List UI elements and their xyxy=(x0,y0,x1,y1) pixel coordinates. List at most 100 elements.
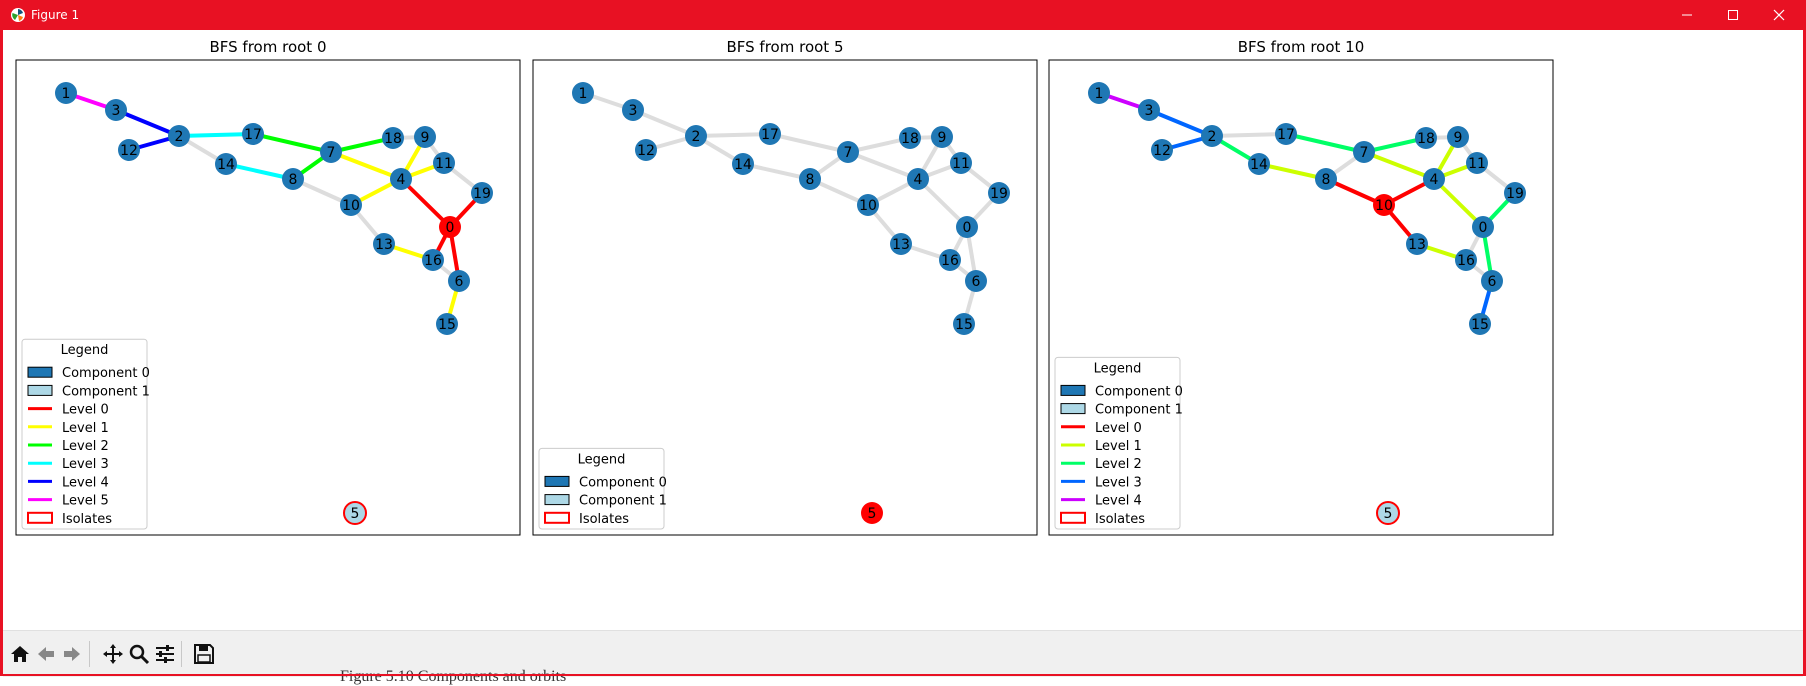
edge-14-8 xyxy=(1257,162,1328,181)
node-circle xyxy=(799,168,821,190)
edge-2-17 xyxy=(1210,132,1288,138)
node-17[interactable]: 17 xyxy=(759,123,781,145)
node-circle xyxy=(1248,153,1270,175)
close-button[interactable] xyxy=(1756,0,1802,30)
node-1[interactable]: 1 xyxy=(572,82,594,104)
node-9[interactable]: 9 xyxy=(414,126,436,148)
node-7[interactable]: 7 xyxy=(837,141,859,163)
window-title: Figure 1 xyxy=(31,8,80,22)
node-16[interactable]: 16 xyxy=(1455,249,1477,271)
panel-title: BFS from root 5 xyxy=(726,38,843,56)
node-label: 19 xyxy=(473,186,491,202)
node-1[interactable]: 1 xyxy=(55,82,77,104)
node-label: 1 xyxy=(62,86,71,102)
node-16[interactable]: 16 xyxy=(939,249,961,271)
node-15[interactable]: 15 xyxy=(1469,313,1491,335)
node-3[interactable]: 3 xyxy=(622,99,644,121)
node-6[interactable]: 6 xyxy=(448,270,470,292)
node-17[interactable]: 17 xyxy=(1275,123,1297,145)
zoom-button[interactable] xyxy=(126,641,152,667)
node-9[interactable]: 9 xyxy=(931,126,953,148)
pan-button[interactable] xyxy=(100,641,126,667)
node-circle xyxy=(382,127,404,149)
node-4[interactable]: 4 xyxy=(907,168,929,190)
node-8[interactable]: 8 xyxy=(799,168,821,190)
edge-4-0 xyxy=(916,177,969,229)
node-15[interactable]: 15 xyxy=(953,313,975,335)
node-0[interactable]: 0 xyxy=(439,216,461,238)
isolate-node-5[interactable]: 5 xyxy=(1376,501,1400,525)
isolate-node-5[interactable]: 5 xyxy=(343,501,367,525)
node-12[interactable]: 12 xyxy=(635,139,657,161)
isolate-node-5[interactable]: 5 xyxy=(861,502,883,524)
node-16[interactable]: 16 xyxy=(422,249,444,271)
node-12[interactable]: 12 xyxy=(1151,139,1173,161)
toolbar-separator xyxy=(181,641,182,667)
node-2[interactable]: 2 xyxy=(1201,125,1223,147)
node-11[interactable]: 11 xyxy=(950,152,972,174)
node-19[interactable]: 19 xyxy=(1504,182,1526,204)
edge-14-8 xyxy=(224,162,295,181)
node-14[interactable]: 14 xyxy=(215,153,237,175)
node-11[interactable]: 11 xyxy=(433,152,455,174)
node-label: 18 xyxy=(1417,131,1435,147)
node-circle xyxy=(965,270,987,292)
node-7[interactable]: 7 xyxy=(1353,141,1375,163)
forward-button[interactable] xyxy=(59,641,85,667)
maximize-button[interactable] xyxy=(1710,0,1756,30)
node-13[interactable]: 13 xyxy=(373,233,395,255)
node-label: 9 xyxy=(938,130,947,146)
node-label: 11 xyxy=(1468,156,1486,172)
node-3[interactable]: 3 xyxy=(1138,99,1160,121)
node-8[interactable]: 8 xyxy=(1315,168,1337,190)
node-4[interactable]: 4 xyxy=(1423,168,1445,190)
node-label: 11 xyxy=(952,156,970,172)
legend: Legend Component 0 Component 1 Level 0 Level… xyxy=(21,338,150,530)
minimize-button[interactable] xyxy=(1664,0,1710,30)
home-button[interactable] xyxy=(7,641,33,667)
node-19[interactable]: 19 xyxy=(988,182,1010,204)
node-14[interactable]: 14 xyxy=(732,153,754,175)
node-label: 2 xyxy=(1208,129,1217,145)
node-circle xyxy=(988,182,1010,204)
node-2[interactable]: 2 xyxy=(685,125,707,147)
node-19[interactable]: 19 xyxy=(471,182,493,204)
node-15[interactable]: 15 xyxy=(436,313,458,335)
node-label: 4 xyxy=(914,172,923,188)
node-6[interactable]: 6 xyxy=(1481,270,1503,292)
save-button[interactable] xyxy=(191,641,217,667)
node-7[interactable]: 7 xyxy=(320,141,342,163)
back-button[interactable] xyxy=(33,641,59,667)
legend-label: Component 0 xyxy=(1095,384,1183,399)
node-4[interactable]: 4 xyxy=(390,168,412,190)
node-1[interactable]: 1 xyxy=(1088,82,1110,104)
node-circle xyxy=(340,194,362,216)
node-8[interactable]: 8 xyxy=(282,168,304,190)
node-0[interactable]: 0 xyxy=(1472,216,1494,238)
node-18[interactable]: 18 xyxy=(899,127,921,149)
node-label: 16 xyxy=(941,253,959,269)
node-10[interactable]: 10 xyxy=(1373,194,1395,216)
node-10[interactable]: 10 xyxy=(857,194,879,216)
node-13[interactable]: 13 xyxy=(890,233,912,255)
configure-subplots-button[interactable] xyxy=(152,641,178,667)
node-2[interactable]: 2 xyxy=(168,125,190,147)
node-12[interactable]: 12 xyxy=(118,139,140,161)
node-18[interactable]: 18 xyxy=(1415,127,1437,149)
node-11[interactable]: 11 xyxy=(1466,152,1488,174)
node-14[interactable]: 14 xyxy=(1248,153,1270,175)
node-label: 13 xyxy=(375,237,393,253)
node-circle xyxy=(1469,313,1491,335)
edge-2-17 xyxy=(694,132,772,138)
node-17[interactable]: 17 xyxy=(242,123,264,145)
node-6[interactable]: 6 xyxy=(965,270,987,292)
node-13[interactable]: 13 xyxy=(1406,233,1428,255)
node-10[interactable]: 10 xyxy=(340,194,362,216)
node-circle xyxy=(950,152,972,174)
node-label: 1 xyxy=(579,86,588,102)
node-18[interactable]: 18 xyxy=(382,127,404,149)
figure-canvas[interactable]: BFS from root 0 0 1 2 3 4 6 7 8 9 10 11 12 13 14 15 16 17… xyxy=(3,30,1803,630)
node-9[interactable]: 9 xyxy=(1447,126,1469,148)
node-0[interactable]: 0 xyxy=(956,216,978,238)
node-3[interactable]: 3 xyxy=(105,99,127,121)
